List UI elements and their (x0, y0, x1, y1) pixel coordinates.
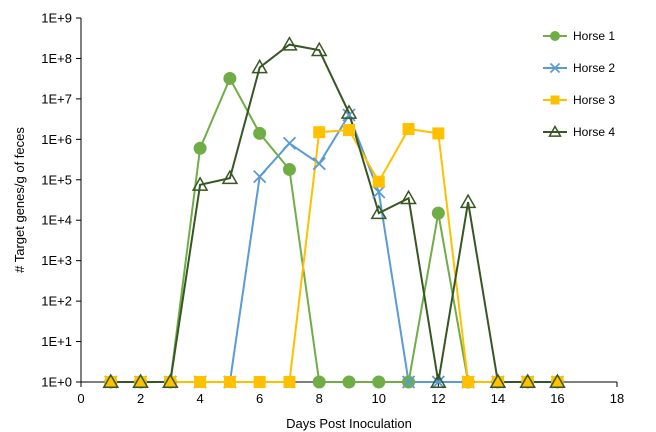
data-point (221, 169, 239, 185)
data-point (253, 169, 267, 184)
data-point (462, 376, 475, 388)
data-point (519, 373, 536, 388)
x-axis-title: Days Post Inoculation (286, 416, 412, 431)
legend-label: Horse 4 (573, 125, 615, 139)
data-point (310, 41, 328, 57)
series-line (110, 127, 558, 383)
data-point (282, 162, 296, 176)
data-point (313, 126, 326, 139)
series-lines (110, 43, 558, 383)
x-tick-label: 4 (196, 391, 203, 406)
data-point (194, 376, 207, 388)
legend-marker (550, 31, 560, 41)
data-point (342, 375, 356, 389)
series-line (110, 43, 558, 383)
legend: Horse 1 Horse 2 Horse 3 Horse 4 (543, 29, 615, 139)
legend-label: Horse 2 (573, 61, 615, 75)
data-point (282, 136, 297, 150)
legend-label: Horse 3 (573, 93, 615, 107)
x-tick-label: 14 (491, 391, 505, 406)
legend-marker (548, 124, 562, 137)
y-tick-label: 1E+8 (41, 51, 72, 66)
y-tick-label: 1E+4 (41, 213, 72, 228)
data-point (191, 176, 209, 191)
series-markers (102, 36, 566, 389)
x-tick-label: 18 (610, 391, 624, 406)
data-point (132, 373, 149, 388)
data-point (251, 58, 268, 74)
x-tick-label: 12 (431, 391, 445, 406)
x-tick-label: 0 (77, 391, 84, 406)
data-point (431, 375, 445, 389)
data-point (343, 124, 355, 137)
y-tick-label: 1E+9 (41, 11, 72, 26)
data-point (223, 376, 236, 388)
data-point (459, 193, 477, 209)
data-point (400, 189, 417, 205)
data-point (489, 373, 507, 388)
y-tick-label: 1E+5 (41, 172, 72, 187)
data-point (283, 376, 296, 388)
x-tick-label: 10 (372, 391, 386, 406)
data-point (402, 123, 415, 136)
data-point (340, 104, 358, 119)
data-point (342, 108, 356, 122)
legend-marker (549, 62, 561, 74)
data-point (432, 127, 445, 140)
x-tick-label: 16 (550, 391, 564, 406)
data-point (162, 373, 179, 388)
y-tick-label: 1E+3 (41, 253, 72, 268)
x-tick-label: 8 (316, 391, 323, 406)
data-point (312, 157, 326, 171)
data-point (430, 373, 447, 388)
y-tick-labels: 1E+0 1E+1 1E+2 1E+3 1E+4 1E+5 1E+6 1E+7 1E+8 1E+9 (41, 11, 72, 390)
y-axis-title: # Target genes/g of feces (12, 127, 27, 273)
y-tick-label: 1E+2 (41, 294, 72, 309)
data-point (372, 375, 386, 389)
data-point (312, 375, 326, 389)
legend-label: Horse 1 (573, 29, 615, 43)
x-tick-label: 2 (137, 391, 144, 406)
axes (76, 17, 618, 387)
data-point (549, 373, 566, 388)
data-point (193, 141, 207, 155)
x-tick-labels: 0 2 4 6 8 10 12 14 16 18 (77, 391, 624, 406)
y-tick-label: 1E+1 (41, 334, 72, 349)
y-tick-label: 1E+0 (41, 375, 72, 390)
data-point (370, 204, 388, 220)
data-point (102, 373, 120, 388)
legend-marker (550, 95, 560, 105)
data-point (372, 185, 386, 199)
data-point (401, 375, 416, 389)
data-point (281, 36, 298, 51)
data-point (431, 206, 445, 220)
data-point (253, 126, 267, 140)
y-tick-label: 1E+6 (41, 132, 72, 147)
data-point (253, 376, 266, 388)
data-point (372, 175, 385, 188)
y-tick-label: 1E+7 (41, 91, 72, 106)
data-point (223, 71, 237, 85)
x-tick-label: 6 (256, 391, 263, 406)
